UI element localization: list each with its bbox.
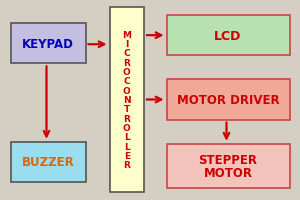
Text: KEYPAD: KEYPAD [22, 38, 74, 50]
Text: MOTOR DRIVER: MOTOR DRIVER [177, 94, 279, 106]
FancyBboxPatch shape [167, 16, 290, 56]
FancyBboxPatch shape [110, 8, 144, 192]
Text: STEPPER
MOTOR: STEPPER MOTOR [199, 153, 257, 179]
FancyBboxPatch shape [167, 80, 290, 120]
FancyBboxPatch shape [167, 144, 290, 188]
Text: LCD: LCD [214, 30, 242, 42]
FancyBboxPatch shape [11, 142, 85, 182]
Text: M
I
C
R
O
C
O
N
T
R
O
L
L
E
R: M I C R O C O N T R O L L E R [122, 30, 131, 170]
FancyBboxPatch shape [11, 24, 85, 64]
Text: BUZZER: BUZZER [22, 156, 74, 168]
